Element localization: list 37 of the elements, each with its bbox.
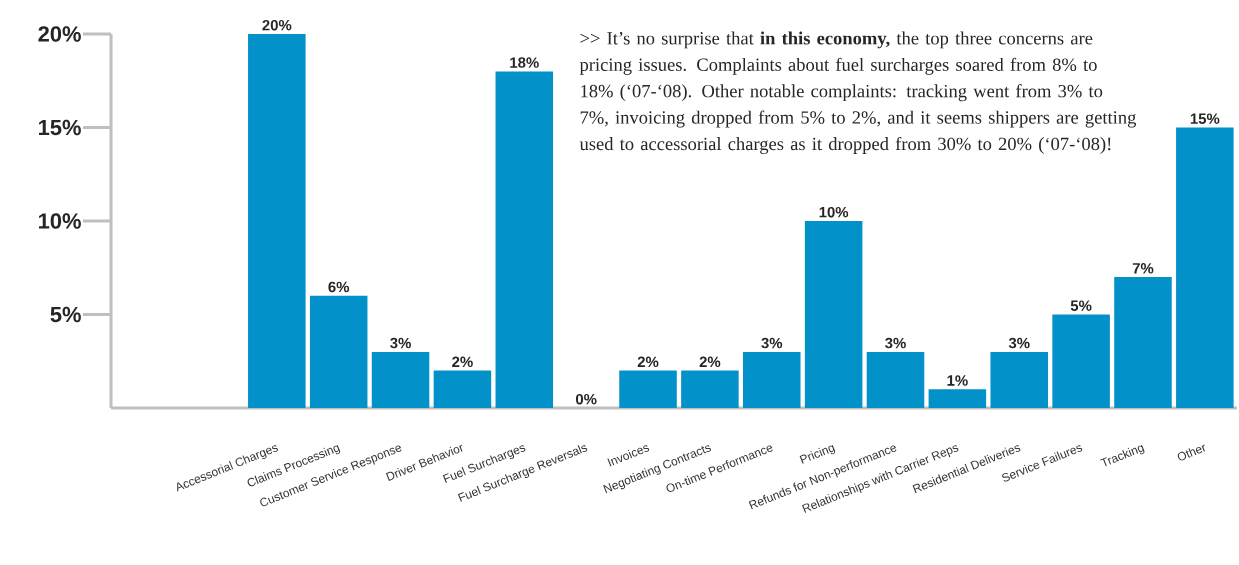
data-label: 3% (885, 337, 906, 349)
bar (433, 370, 492, 408)
data-label: 18% (510, 57, 539, 68)
bar (804, 220, 863, 408)
data-label: 5% (1070, 300, 1092, 311)
data-label: 0% (575, 393, 597, 405)
bar (1114, 277, 1172, 408)
data-label: 3% (761, 337, 783, 349)
data-label: 1% (947, 375, 968, 386)
y-tick-label: 5% (50, 306, 81, 323)
data-label: 3% (390, 337, 411, 349)
bar (1176, 127, 1234, 408)
annotation: >> It’s no surprise that in this economy, the top three concerns are pricing issues. Complaints about fuel surcharges soared from 8% to 18% (‘07-‘08). Other notable complaints: tracking went from 3% to 7%, invoicing dropped from 5% to 2%, and it seems shippers are getting used to accessorial charges as it dropped from 30% to 20% (‘07-‘08)! (579, 31, 1137, 154)
bar (990, 351, 1049, 408)
bar (866, 351, 925, 408)
bar (619, 370, 677, 408)
bar (371, 351, 430, 408)
bar (248, 33, 306, 408)
data-label: 10% (819, 206, 849, 218)
bar (309, 295, 368, 408)
bar (743, 351, 801, 408)
y-tick-label: 15% (39, 119, 81, 136)
bar (495, 71, 554, 408)
data-label: 15% (1190, 113, 1220, 124)
y-tick-label: 10% (39, 213, 81, 229)
data-label: 3% (1008, 337, 1030, 349)
data-label: 2% (699, 356, 721, 368)
x-tick-label: Other (1177, 444, 1205, 461)
data-label: 7% (1132, 263, 1154, 274)
data-label: 20% (262, 19, 292, 31)
bar (681, 370, 739, 408)
bar (928, 389, 987, 408)
data-label: 2% (452, 356, 473, 368)
bar (1052, 314, 1110, 408)
y-tick-label: 20% (38, 26, 81, 42)
data-label: 6% (328, 281, 350, 293)
data-label: 2% (637, 356, 659, 368)
